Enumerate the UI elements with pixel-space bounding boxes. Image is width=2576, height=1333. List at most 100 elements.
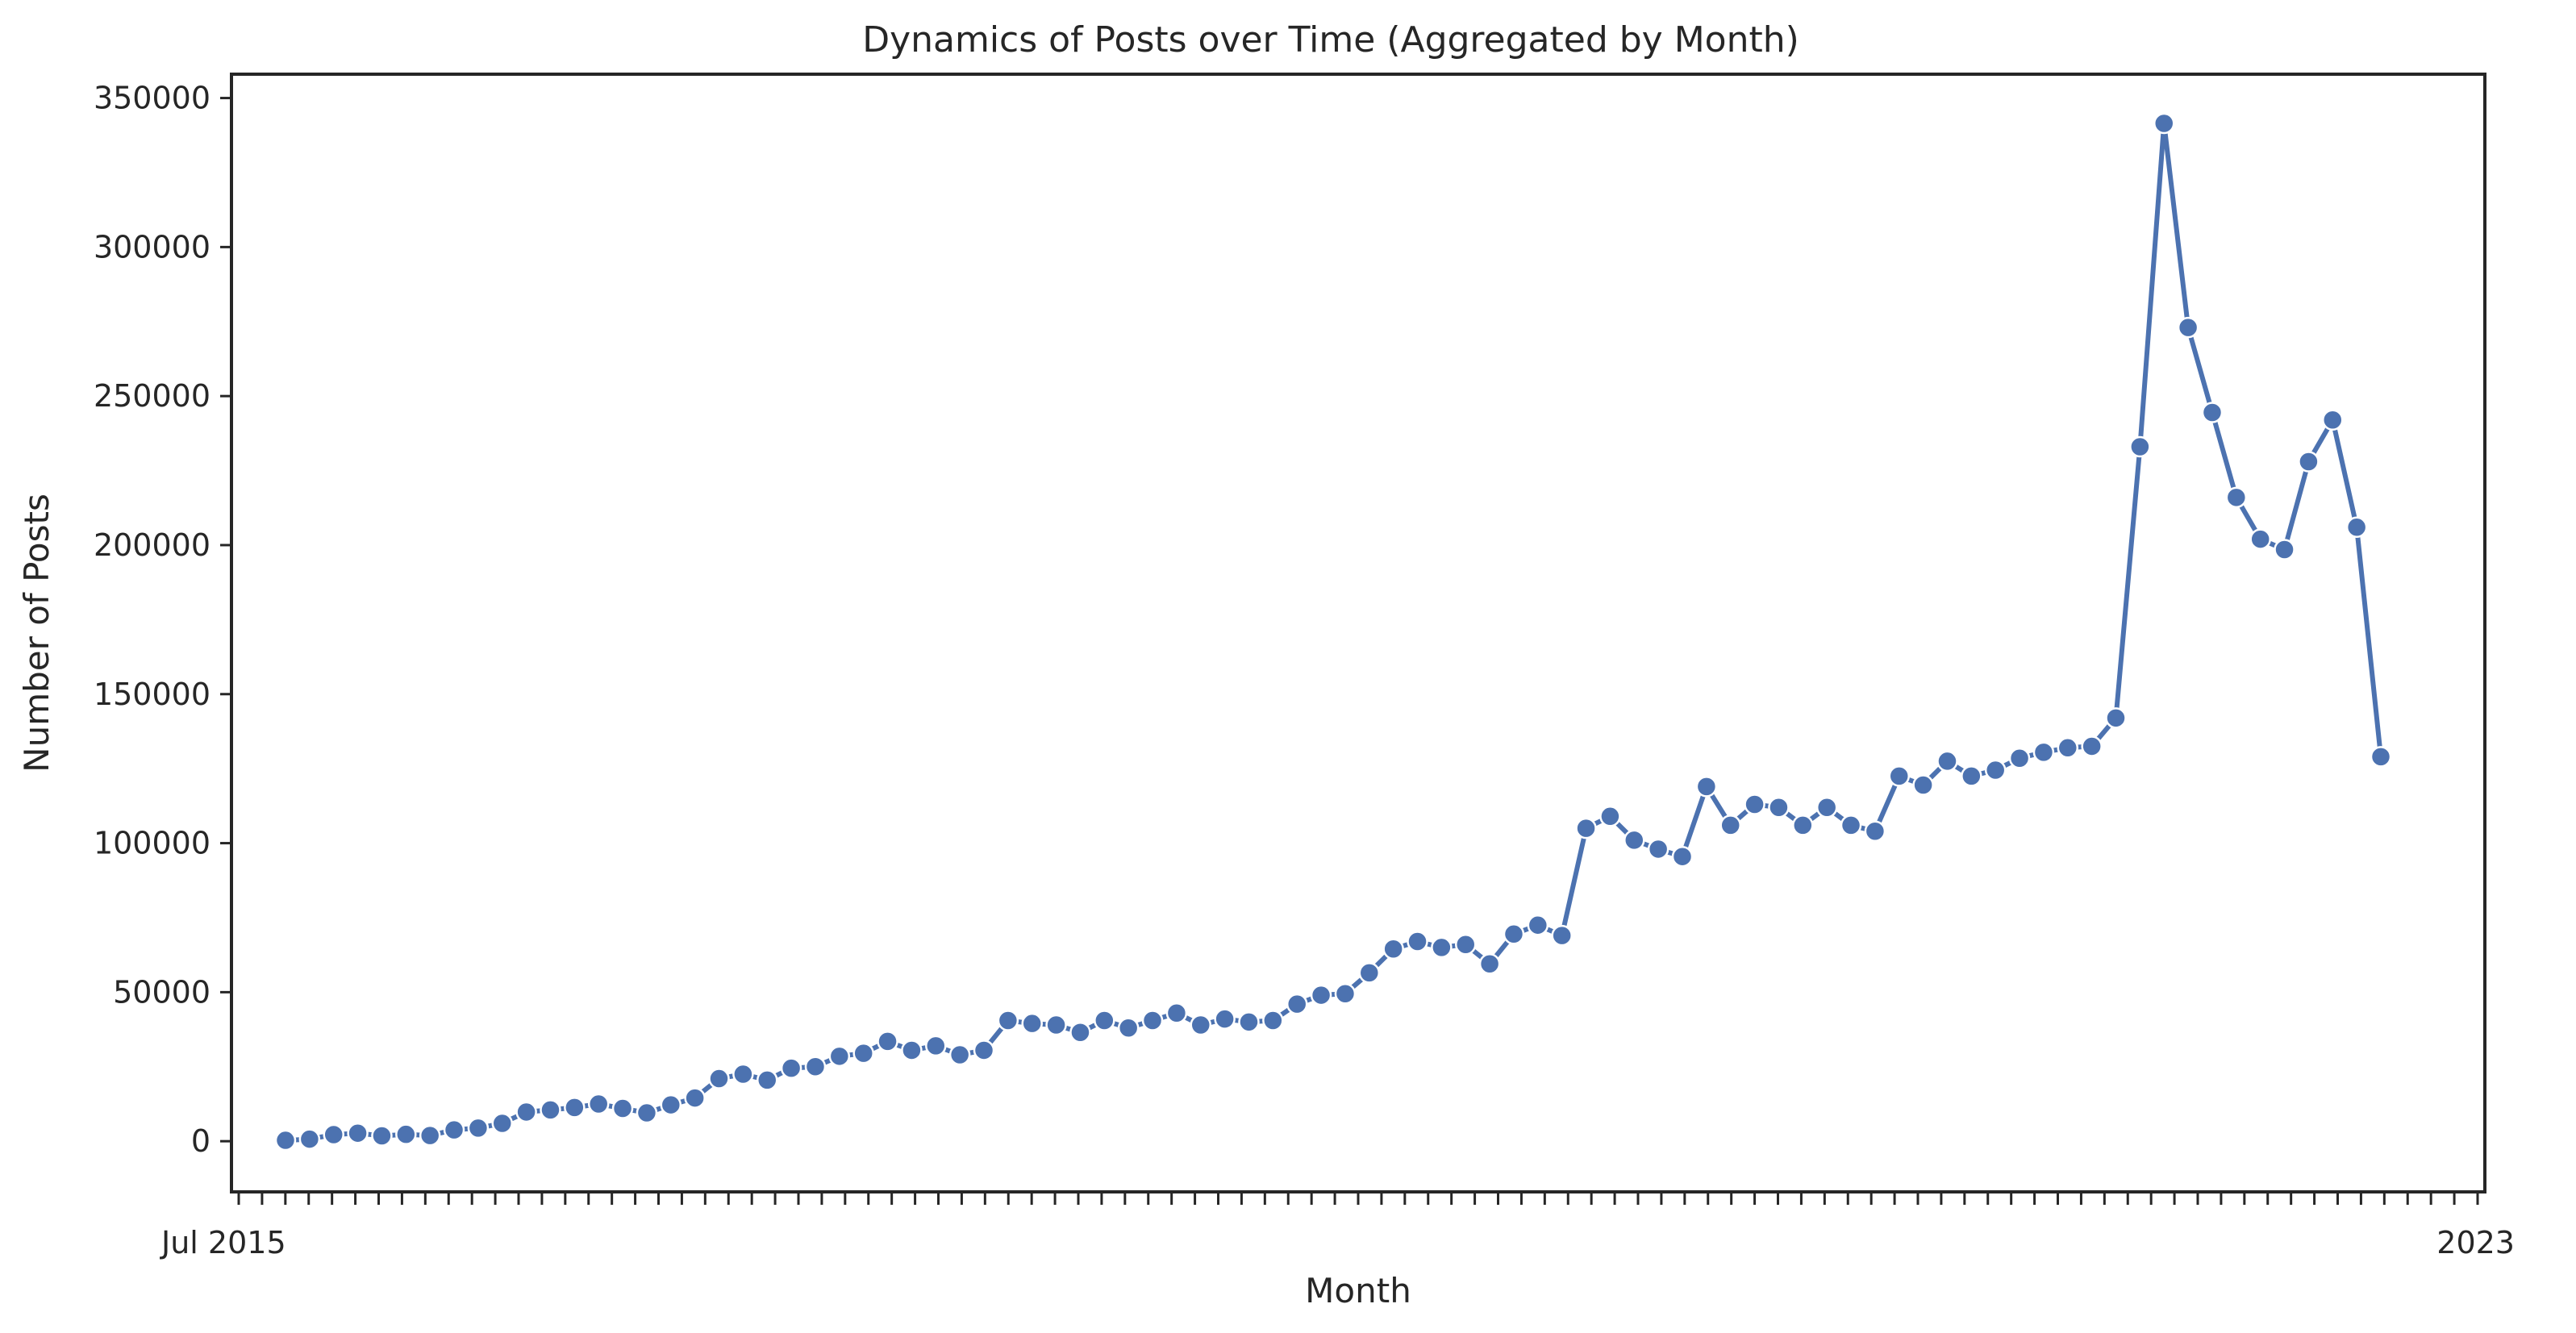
y-tick-label: 150000 [94, 677, 210, 712]
data-point [1888, 765, 1911, 787]
data-point [1165, 1002, 1188, 1024]
chart-title: Dynamics of Posts over Time (Aggregated … [862, 19, 1799, 60]
data-point [1984, 759, 2007, 781]
data-point [1768, 796, 1790, 819]
data-point [1190, 1014, 1212, 1036]
data-point [1021, 1012, 1043, 1035]
data-point [1647, 838, 1669, 860]
y-axis-label: Number of Posts [17, 494, 56, 773]
data-point [1478, 953, 1501, 975]
data-point [1912, 774, 1934, 796]
data-point [2201, 402, 2224, 423]
data-point [2298, 451, 2320, 473]
data-point [2370, 746, 2392, 768]
data-point [1695, 776, 1718, 798]
data-point [1431, 936, 1453, 959]
data-point [997, 1010, 1019, 1031]
data-point [467, 1117, 490, 1139]
data-point [1936, 750, 1958, 773]
data-point [491, 1112, 514, 1135]
data-point [1069, 1022, 1091, 1043]
data-point [948, 1043, 971, 1066]
data-point [828, 1045, 851, 1068]
data-point [2008, 747, 2031, 769]
data-point [2274, 539, 2295, 560]
data-point [925, 1035, 947, 1057]
data-point [1961, 765, 1982, 787]
data-point [1454, 933, 1477, 956]
data-point [684, 1087, 706, 1109]
data-point [2032, 741, 2055, 764]
data-point [2177, 316, 2199, 339]
data-point [1575, 817, 1597, 839]
data-point [443, 1118, 465, 1141]
y-tick-label: 0 [191, 1123, 210, 1159]
data-point [1671, 845, 1694, 868]
data-point [1334, 982, 1357, 1005]
series-group [274, 112, 2392, 1152]
data-point [395, 1123, 417, 1145]
data-point [515, 1101, 537, 1123]
data-point [1840, 814, 1862, 836]
y-tick-label: 250000 [94, 378, 210, 414]
data-point [1551, 924, 1573, 947]
data-point [1214, 1008, 1236, 1030]
x-axis: Jul 2015 2023 [160, 1192, 2515, 1260]
data-point [540, 1099, 561, 1121]
data-point [2081, 735, 2103, 757]
data-point [347, 1122, 369, 1144]
data-point [2345, 516, 2368, 539]
data-point [2057, 737, 2079, 759]
data-point [2249, 528, 2271, 550]
data-point [708, 1068, 730, 1089]
data-point [1141, 1010, 1164, 1031]
data-point [1238, 1011, 1260, 1033]
data-point [2225, 486, 2248, 509]
data-point [1744, 794, 1765, 815]
data-point [611, 1098, 634, 1119]
data-point [2105, 707, 2127, 729]
data-point [1527, 914, 1549, 936]
data-point [1792, 814, 1814, 836]
y-tick-label: 200000 [94, 527, 210, 563]
data-point [323, 1123, 344, 1146]
x-tick-label-end: 2023 [2436, 1225, 2515, 1260]
data-point [1624, 829, 1645, 852]
data-point [1310, 984, 1332, 1006]
data-point [660, 1093, 682, 1116]
data-point [780, 1057, 802, 1079]
x-axis-label: Month [1305, 1271, 1411, 1310]
y-tick-label: 100000 [94, 826, 210, 861]
data-point [1864, 820, 1886, 843]
y-tick-label: 300000 [94, 229, 210, 265]
series-line [285, 121, 2383, 1143]
data-point [636, 1102, 658, 1124]
y-tick-label: 350000 [94, 81, 210, 116]
y-axis: 0 50000 100000 150000 200000 250000 300000 3500… [94, 81, 231, 1159]
data-point [1262, 1010, 1284, 1031]
data-point [973, 1039, 995, 1061]
data-point [2322, 409, 2344, 431]
data-point [371, 1125, 393, 1147]
data-point [1815, 796, 1838, 819]
data-point [1503, 923, 1525, 945]
data-point [587, 1093, 610, 1115]
data-point [732, 1063, 754, 1085]
data-point [2129, 435, 2151, 458]
data-point [298, 1128, 321, 1150]
data-point [877, 1031, 898, 1052]
data-point [1094, 1010, 1115, 1031]
data-point [2153, 112, 2175, 135]
data-point [1407, 931, 1428, 952]
data-point [804, 1056, 827, 1078]
data-point [1286, 993, 1308, 1015]
data-point [901, 1039, 923, 1061]
data-point [1382, 938, 1404, 960]
data-point [274, 1129, 297, 1152]
x-tick-label-start: Jul 2015 [160, 1225, 286, 1260]
y-tick-label: 50000 [113, 974, 210, 1010]
data-point [1599, 806, 1621, 827]
data-point [419, 1124, 441, 1147]
data-point [1358, 962, 1381, 984]
